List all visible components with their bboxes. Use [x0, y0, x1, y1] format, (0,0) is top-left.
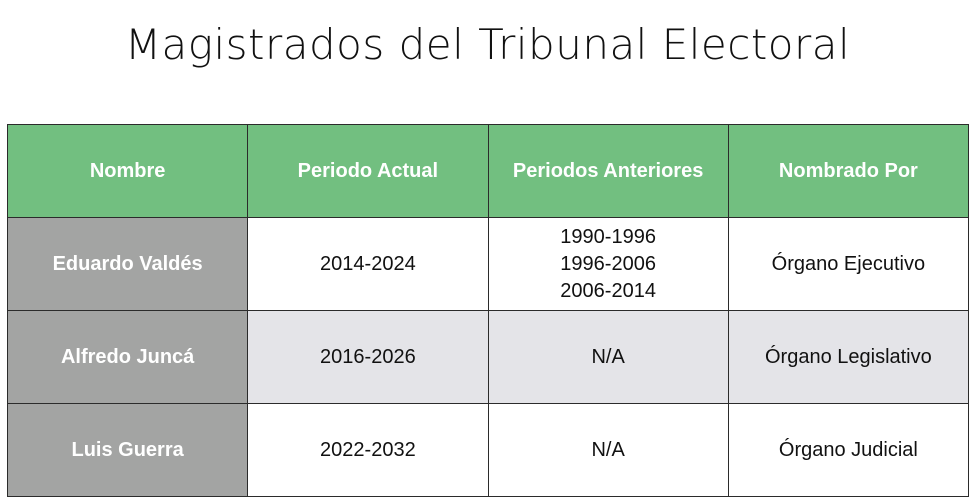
- cell-nombrado-por: Órgano Judicial: [727, 403, 970, 497]
- table-row: Eduardo Valdés 2014-2024 1990-1996 1996-…: [6, 217, 970, 311]
- previous-period: 2006-2014: [560, 279, 656, 302]
- previous-period: N/A: [591, 345, 625, 368]
- table-row: Luis Guerra 2022-2032 N/A Órgano Judicia…: [6, 403, 970, 497]
- header-nombrado-por: Nombrado Por: [727, 124, 970, 218]
- header-nombre: Nombre: [6, 124, 249, 218]
- cell-nombrado-por: Órgano Legislativo: [727, 310, 970, 404]
- cell-nombrado-por: Órgano Ejecutivo: [727, 217, 970, 311]
- table-header-row: Nombre Periodo Actual Periodos Anteriore…: [6, 124, 970, 218]
- cell-nombre: Alfredo Juncá: [6, 310, 249, 404]
- cell-periodos-anteriores: 1990-1996 1996-2006 2006-2014: [487, 217, 729, 311]
- cell-periodo-actual: 2022-2032: [247, 403, 489, 497]
- page-title: Magistrados del Tribunal Electoral: [124, 20, 851, 69]
- cell-periodo-actual: 2014-2024: [247, 217, 489, 311]
- magistrates-table: Nombre Periodo Actual Periodos Anteriore…: [6, 124, 970, 497]
- cell-nombre: Luis Guerra: [6, 403, 249, 497]
- cell-periodo-actual: 2016-2026: [247, 310, 489, 404]
- header-periodo-actual: Periodo Actual: [247, 124, 489, 218]
- cell-periodos-anteriores: N/A: [487, 403, 729, 497]
- previous-period: N/A: [591, 438, 625, 461]
- cell-periodos-anteriores: N/A: [487, 310, 729, 404]
- previous-period: 1996-2006: [560, 252, 656, 275]
- header-periodos-anteriores: Periodos Anteriores: [487, 124, 729, 218]
- table-row: Alfredo Juncá 2016-2026 N/A Órgano Legis…: [6, 310, 970, 404]
- cell-nombre: Eduardo Valdés: [6, 217, 249, 311]
- previous-period: 1990-1996: [560, 225, 656, 248]
